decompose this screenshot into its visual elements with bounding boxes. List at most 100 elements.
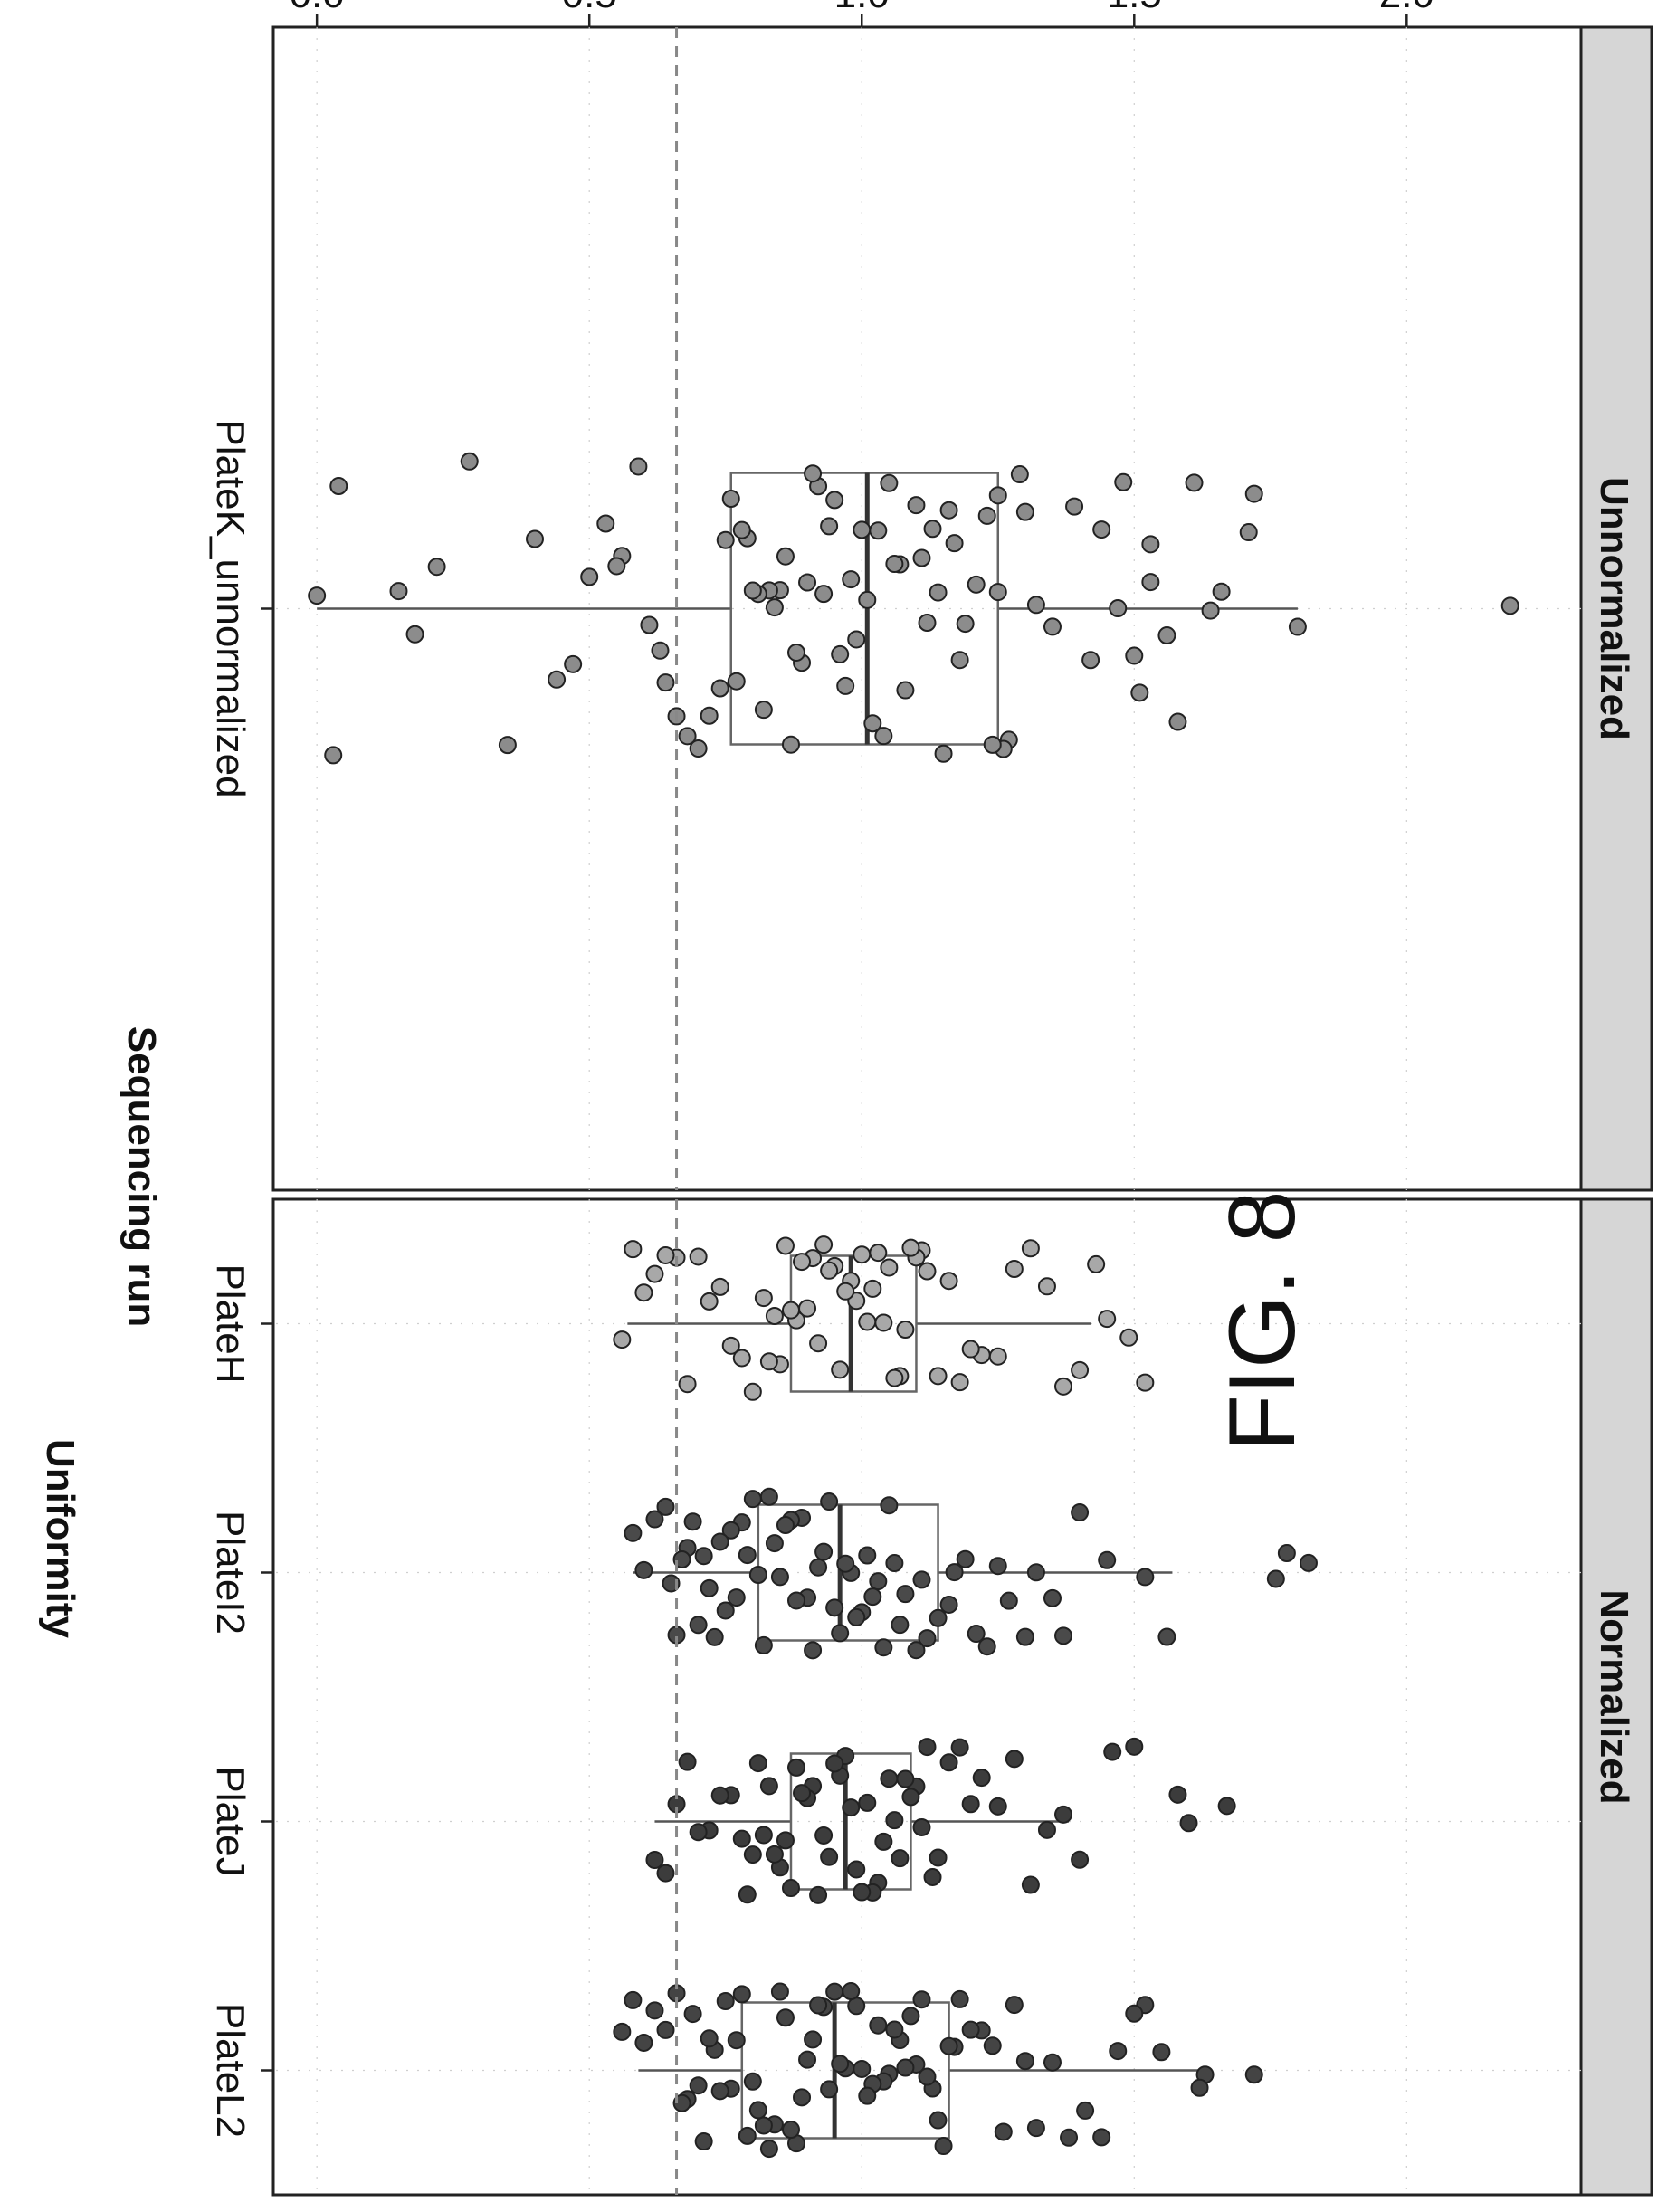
data-point (727, 2031, 746, 2050)
data-point (858, 1546, 877, 1565)
panel-frame (271, 1197, 1583, 2197)
data-point (759, 1487, 778, 1506)
data-point (705, 1627, 724, 1646)
data-point (721, 1336, 740, 1355)
data-point (732, 1985, 751, 2004)
data-point (858, 590, 877, 609)
data-point (700, 1578, 719, 1597)
data-point (874, 727, 893, 746)
data-point (831, 2055, 850, 2074)
data-point (983, 2036, 1002, 2055)
data-point (700, 1292, 719, 1311)
data-point (1026, 596, 1045, 615)
data-point (748, 2101, 767, 2120)
data-point (689, 739, 708, 758)
data-point (678, 1375, 697, 1394)
data-point (994, 2122, 1013, 2141)
data-point (820, 1492, 839, 1511)
data-point (1015, 1627, 1034, 1646)
data-point (825, 1982, 844, 2001)
data-point (977, 1637, 996, 1656)
data-point (880, 473, 899, 492)
data-point (1152, 2043, 1171, 2062)
data-point (743, 1845, 762, 1864)
data-point (781, 1301, 800, 1320)
data-point (885, 555, 904, 574)
data-point (727, 672, 746, 691)
data-point (607, 557, 626, 576)
data-point (945, 534, 964, 553)
data-point (1288, 617, 1307, 636)
data-point (939, 1595, 958, 1614)
data-point (842, 1798, 861, 1817)
data-point (1010, 465, 1029, 484)
data-point (934, 2137, 953, 2156)
data-point (912, 1570, 931, 1589)
data-point (869, 521, 888, 540)
panel-unnormalized: Unnormalized PlateK_unnormalized (208, 25, 1653, 1192)
data-point (1266, 1569, 1285, 1588)
data-point (754, 701, 773, 720)
data-point (929, 1608, 948, 1627)
data-point (1244, 484, 1263, 503)
data-point (678, 1752, 697, 1771)
data-point (858, 2086, 877, 2105)
data-point (891, 1849, 910, 1868)
data-point (770, 1568, 789, 1587)
data-point (977, 506, 996, 525)
data-point (1500, 596, 1519, 615)
data-point (885, 2020, 904, 2039)
data-point (787, 643, 805, 662)
data-point (967, 575, 986, 594)
data-point (1015, 2052, 1034, 2071)
data-point (853, 520, 872, 539)
data-point (748, 1754, 767, 1773)
data-point (1043, 1588, 1062, 1607)
data-point (1087, 1254, 1106, 1273)
data-point (961, 2020, 980, 2039)
data-point (929, 1367, 948, 1386)
data-point (721, 1521, 740, 1540)
data-point (672, 2093, 691, 2112)
data-point (929, 1848, 948, 1867)
data-point (1005, 1260, 1024, 1279)
data-point (683, 1512, 702, 1531)
x-tick-label: PlateI2 (208, 1511, 252, 1635)
data-point (820, 2080, 839, 2099)
data-point (793, 1784, 812, 1803)
data-point (759, 1352, 778, 1371)
data-point (732, 1349, 751, 1368)
data-point (950, 1989, 969, 2008)
data-point (1136, 1373, 1155, 1392)
box-iqr (729, 472, 1000, 746)
data-point (912, 548, 931, 567)
data-point (645, 1851, 664, 1870)
data-point (853, 1245, 872, 1264)
data-point (798, 573, 817, 592)
data-point (918, 1262, 937, 1281)
data-point (1060, 2128, 1079, 2147)
data-point (754, 1289, 773, 1308)
data-point (988, 1347, 1007, 1366)
data-point (1071, 1850, 1090, 1869)
data-point (743, 1490, 762, 1509)
x-tick-label: PlateJ (208, 1766, 252, 1876)
data-point (710, 679, 729, 698)
y-axis-title: Uniformity (38, 1439, 82, 1639)
data-point (721, 490, 740, 509)
data-point (939, 2036, 958, 2055)
data-point (956, 1549, 975, 1568)
data-point (1201, 601, 1220, 620)
data-point (918, 1738, 937, 1757)
data-point (912, 1990, 931, 2009)
data-point (1026, 1563, 1045, 1582)
data-point (776, 1831, 795, 1850)
data-point (847, 1607, 866, 1626)
data-point (1098, 1550, 1117, 1569)
data-point (1157, 1627, 1176, 1646)
data-point (700, 2029, 719, 2048)
data-point (732, 520, 751, 539)
data-point (765, 598, 784, 617)
data-point (874, 1832, 893, 1851)
